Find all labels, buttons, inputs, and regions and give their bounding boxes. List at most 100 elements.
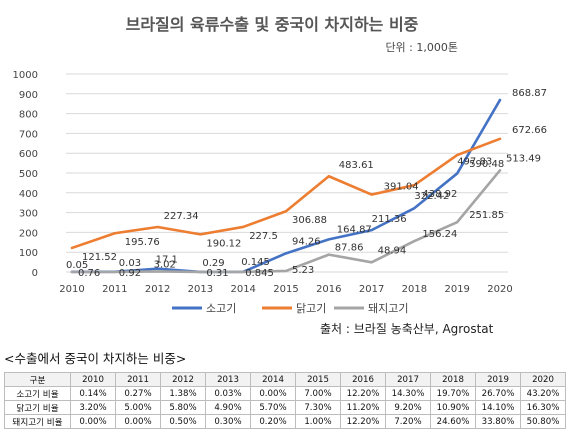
table-cell: 0.27% bbox=[115, 386, 161, 401]
y-tick-label: 900 bbox=[19, 90, 38, 101]
data-label: 251.85 bbox=[469, 210, 504, 221]
table-cell: 4.90% bbox=[205, 400, 251, 415]
y-tick-label: 1000 bbox=[13, 70, 38, 81]
table-cell: 0.50% bbox=[160, 414, 206, 429]
series-line bbox=[70, 98, 502, 274]
data-label: 227.34 bbox=[164, 211, 199, 222]
y-tick-label: 700 bbox=[19, 129, 38, 140]
table-cell: 돼지고기 비율 bbox=[4, 414, 71, 429]
table-header-cell: 2011 bbox=[115, 372, 161, 387]
data-label: 5.23 bbox=[292, 265, 314, 276]
data-label: 156.24 bbox=[422, 229, 457, 240]
data-label: 497.83 bbox=[457, 156, 492, 167]
data-label: 0.92 bbox=[119, 268, 141, 279]
table-header-row: 구분 2010 2011 2012 2013 2014 2015 2016 2017 2018 20… bbox=[4, 372, 566, 387]
data-label: 48.94 bbox=[378, 245, 407, 256]
data-label: 3.02 bbox=[154, 259, 176, 270]
data-label: 190.12 bbox=[206, 238, 241, 249]
series-line bbox=[70, 169, 502, 274]
table-cell: 24.60% bbox=[430, 414, 476, 429]
table-cell: 0.20% bbox=[250, 414, 296, 429]
data-label: 164.87 bbox=[337, 224, 372, 235]
y-axis-ticks: 0 100 200 300 400 500 600 700 800 900 1000 bbox=[13, 70, 38, 279]
table-cell: 0.00% bbox=[250, 386, 296, 401]
data-label: 0.31 bbox=[206, 268, 228, 279]
data-label: 513.49 bbox=[506, 153, 541, 164]
y-tick-label: 200 bbox=[19, 228, 38, 239]
table-cell: 1.00% bbox=[295, 414, 341, 429]
x-axis-ticks: 2010 2011 2012 2013 2014 2015 2016 2017 2018 2019… bbox=[59, 284, 512, 295]
table-row: 소고기 비율 0.14% 0.27% 1.38% 0.03% 0.00% 7.00% 12.2… bbox=[4, 386, 566, 401]
table-header-cell: 2017 bbox=[385, 372, 431, 387]
data-label: 17.1 bbox=[156, 255, 178, 266]
table-cell: 0.30% bbox=[205, 414, 251, 429]
table-row: 닭고기 비율 3.20% 5.00% 5.80% 4.90% 5.70% 7.30% 11.2… bbox=[4, 400, 566, 415]
x-tick-label: 2019 bbox=[444, 284, 469, 295]
data-label: 0.845 bbox=[245, 268, 274, 279]
table-cell: 10.90% bbox=[430, 400, 476, 415]
table-cell: 7.20% bbox=[385, 414, 431, 429]
table-cell: 7.30% bbox=[295, 400, 341, 415]
table-header-cell: 2014 bbox=[250, 372, 296, 387]
table-cell: 16.30% bbox=[520, 400, 566, 415]
data-label: 195.76 bbox=[125, 237, 160, 248]
table-header-cell: 2015 bbox=[295, 372, 341, 387]
y-tick-label: 500 bbox=[19, 169, 38, 180]
table-header-cell: 2016 bbox=[340, 372, 386, 387]
data-label: 391.04 bbox=[384, 182, 419, 193]
table-cell: 닭고기 비율 bbox=[4, 400, 71, 415]
data-label: 672.66 bbox=[512, 125, 547, 136]
data-label: 438.92 bbox=[422, 189, 457, 200]
table-cell: 50.80% bbox=[520, 414, 566, 429]
data-label: 0.76 bbox=[78, 268, 100, 279]
y-tick-label: 400 bbox=[19, 189, 38, 200]
x-tick-label: 2018 bbox=[402, 284, 427, 295]
y-tick-label: 300 bbox=[19, 209, 38, 220]
table-header-cell: 2012 bbox=[160, 372, 206, 387]
table-cell: 11.20% bbox=[340, 400, 386, 415]
table-cell: 0.14% bbox=[70, 386, 116, 401]
source-note: 출처 : 브라질 농축산부, Agrostat bbox=[320, 322, 494, 336]
gridlines bbox=[66, 73, 508, 273]
table-header-cell: 2013 bbox=[205, 372, 251, 387]
table-body: 소고기 비율 0.14% 0.27% 1.38% 0.03% 0.00% 7.00% 12.2… bbox=[4, 386, 566, 429]
table-cell: 9.20% bbox=[385, 400, 431, 415]
data-label: 868.87 bbox=[512, 88, 547, 99]
data-label: 0.03 bbox=[119, 258, 141, 269]
data-label: 94.26 bbox=[292, 236, 321, 247]
legend-label: 닭고기 bbox=[296, 302, 326, 315]
table-cell: 5.70% bbox=[250, 400, 296, 415]
table-header-cell: 2020 bbox=[520, 372, 566, 387]
data-label: 0.29 bbox=[202, 258, 224, 269]
x-tick-label: 2010 bbox=[59, 284, 84, 295]
line-chart: 브라질의 육류수출 및 중국이 차지하는 비중 단위 : 1,000톤 0 100… bbox=[13, 15, 547, 336]
x-tick-label: 2016 bbox=[316, 284, 341, 295]
data-label: 227.5 bbox=[249, 231, 278, 242]
table-header-cell: 2019 bbox=[475, 372, 521, 387]
series-lines bbox=[70, 98, 502, 274]
table-cell: 43.20% bbox=[520, 386, 566, 401]
table-row: 돼지고기 비율 0.00% 0.00% 0.50% 0.30% 0.20% 1.00% 12.… bbox=[4, 414, 566, 429]
data-label: 211.36 bbox=[372, 214, 407, 225]
y-tick-label: 600 bbox=[19, 149, 38, 160]
table-cell: 7.00% bbox=[295, 386, 341, 401]
table-cell: 12.20% bbox=[340, 386, 386, 401]
legend: 소고기 닭고기 돼지고기 bbox=[172, 302, 408, 315]
table-cell: 19.70% bbox=[430, 386, 476, 401]
legend-label: 돼지고기 bbox=[368, 302, 408, 315]
table-cell: 5.00% bbox=[115, 400, 161, 415]
table-cell: 소고기 비율 bbox=[4, 386, 71, 401]
data-label: 0.145 bbox=[241, 257, 270, 268]
x-tick-label: 2020 bbox=[487, 284, 512, 295]
table-cell: 14.10% bbox=[475, 400, 521, 415]
data-label: 87.86 bbox=[335, 243, 364, 254]
table-cell: 1.38% bbox=[160, 386, 206, 401]
table-header-cell: 구분 bbox=[4, 372, 71, 387]
x-tick-label: 2015 bbox=[273, 284, 298, 295]
data-label: 0.05 bbox=[66, 260, 88, 271]
x-tick-label: 2013 bbox=[188, 284, 213, 295]
x-tick-label: 2014 bbox=[230, 284, 255, 295]
table-cell: 0.00% bbox=[70, 414, 116, 429]
table-cell: 0.03% bbox=[205, 386, 251, 401]
